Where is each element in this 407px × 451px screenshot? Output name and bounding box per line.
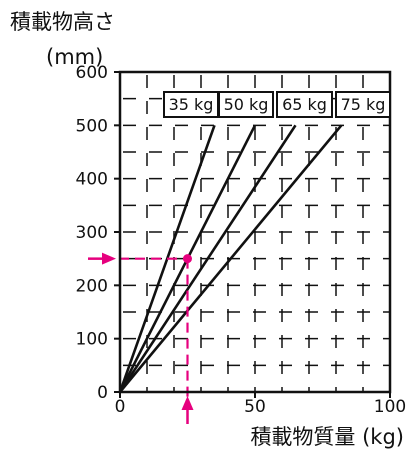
example-highlight (88, 252, 194, 424)
y-tick-label: 300 (76, 223, 108, 243)
series-labels: 35 kg 50 kg 65 kg 75 kg (163, 91, 391, 118)
series-label-box (163, 91, 219, 118)
series-line (118, 124, 343, 393)
series-line (118, 124, 297, 393)
y-axis-label-line-2: (mm) (46, 45, 103, 69)
series-label: 35 kg (169, 95, 214, 114)
y-tick-label: 200 (76, 276, 108, 296)
x-arrow-head (181, 396, 194, 410)
y-tick-label: 600 (76, 63, 108, 83)
example-point (183, 254, 192, 264)
x-axis-label: 積載物質量 (kg) (250, 425, 404, 449)
series-label: 65 kg (282, 95, 327, 114)
y-tick-label: 400 (76, 170, 108, 190)
tick-labels: 0 100 200 300 400 500 600 0 50 100 (76, 63, 407, 417)
y-axis-label-line-1: 積載物高さ (10, 10, 115, 34)
series-label-box (218, 91, 274, 118)
series-label-box (276, 91, 333, 118)
x-tick-label: 100 (374, 397, 406, 417)
y-arrow-head (102, 252, 116, 265)
y-tick-label: 500 (76, 116, 108, 136)
series-label-box (335, 91, 391, 118)
x-tick-label: 0 (115, 397, 126, 417)
series-label: 75 kg (341, 95, 386, 114)
y-tick-label: 100 (76, 330, 108, 350)
series-label: 50 kg (224, 95, 269, 114)
x-tick-label: 50 (244, 397, 266, 417)
y-tick-label: 0 (97, 383, 108, 403)
axes (114, 70, 392, 398)
